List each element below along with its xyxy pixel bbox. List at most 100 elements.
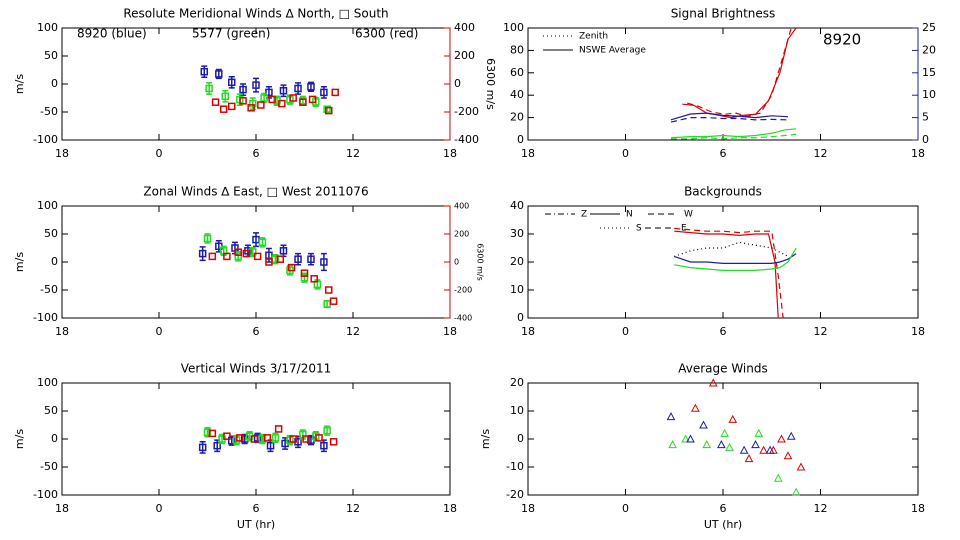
point <box>668 440 677 449</box>
x-tick-label: 0 <box>622 147 629 160</box>
point <box>249 99 257 108</box>
point <box>302 435 310 443</box>
series-line <box>674 253 797 264</box>
y-axis-label: m/s <box>13 252 26 272</box>
point <box>681 434 690 443</box>
y-tick-label: 50 <box>44 49 58 62</box>
point <box>791 487 801 496</box>
annotation: 6300 (red) <box>355 27 418 41</box>
point <box>320 258 328 266</box>
y-tick-label: 100 <box>37 376 58 389</box>
series-line <box>670 117 789 123</box>
x-tick-label: 18 <box>55 325 69 338</box>
point <box>796 462 806 471</box>
x-tick-label: 18 <box>55 147 69 160</box>
x-tick-label: 6 <box>253 502 260 515</box>
point <box>320 441 328 450</box>
panel: Resolute Meridional Winds ∆ North, □ Sou… <box>13 7 497 161</box>
y-tick-label: 0 <box>51 432 58 445</box>
point <box>759 445 768 454</box>
x-tick-label: 0 <box>156 325 163 338</box>
y2-tick-label: 10 <box>922 88 936 101</box>
y-tick-label: -50 <box>40 105 58 118</box>
y-tick-label: 100 <box>503 21 524 34</box>
point <box>203 234 212 243</box>
x-tick-label: 18 <box>443 325 457 338</box>
x-tick-label: 6 <box>720 147 727 160</box>
legend-label: W <box>684 210 693 220</box>
panel-title: Vertical Winds 3/17/2011 <box>181 362 332 376</box>
point <box>234 252 242 261</box>
error-bar <box>320 86 327 99</box>
y-tick-label: 40 <box>510 199 524 212</box>
point <box>228 436 236 445</box>
point <box>325 286 333 294</box>
point <box>320 88 328 97</box>
y2-tick-label: 5 <box>922 111 929 124</box>
point <box>260 94 268 102</box>
x-tick-label: 6 <box>720 325 727 338</box>
y-tick-label: 10 <box>510 283 524 296</box>
error-bar <box>265 247 272 263</box>
series-line <box>674 227 784 319</box>
point <box>323 426 331 435</box>
y2-tick-label: 15 <box>922 66 936 79</box>
point <box>228 102 236 111</box>
x-tick-label: 0 <box>622 325 629 338</box>
point <box>287 263 296 272</box>
x-tick-label: 12 <box>814 325 828 338</box>
point <box>315 434 323 442</box>
y-tick-label: 0 <box>517 432 524 445</box>
point <box>242 249 251 258</box>
point <box>211 98 220 106</box>
point <box>250 435 259 443</box>
y-tick-label: 50 <box>44 227 58 240</box>
series-line <box>670 128 797 139</box>
series-line <box>674 230 779 319</box>
y2-tick-label: 0 <box>454 258 459 267</box>
point <box>265 258 273 266</box>
error-bar <box>206 82 213 95</box>
point <box>717 440 726 449</box>
y-tick-label: 10 <box>510 404 524 417</box>
point <box>289 435 297 443</box>
x-axis-label: UT (hr) <box>704 518 742 531</box>
point <box>699 420 708 429</box>
point <box>257 101 265 109</box>
point <box>271 434 280 442</box>
point <box>754 428 764 437</box>
panel-title: Backgrounds <box>684 185 762 199</box>
y-tick-label: 0 <box>517 133 524 146</box>
legend-label: Z <box>581 210 587 220</box>
y-tick-label: -100 <box>33 133 58 146</box>
point <box>258 435 267 443</box>
x-tick-label: 12 <box>346 147 360 160</box>
point <box>208 429 217 438</box>
series-line <box>670 112 789 121</box>
point <box>307 255 315 263</box>
plot-frame <box>527 205 919 319</box>
y2-tick-label: 200 <box>454 49 475 62</box>
series-line <box>687 27 792 118</box>
point <box>252 81 260 89</box>
y2-tick-label: -400 <box>454 133 479 146</box>
point <box>198 443 207 452</box>
y-tick-label: 20 <box>510 111 524 124</box>
point <box>720 428 729 437</box>
y2-tick-label: 20 <box>922 43 936 56</box>
point <box>221 92 230 101</box>
x-tick-label: 12 <box>814 502 828 515</box>
point <box>331 88 339 97</box>
y2-tick-label: -200 <box>454 105 479 118</box>
error-bar <box>295 252 302 266</box>
y2-axis-label: 6300 m/s <box>476 243 485 281</box>
x-tick-label: 18 <box>911 325 925 338</box>
point <box>258 238 267 247</box>
error-bar <box>201 65 208 79</box>
x-tick-label: 18 <box>911 502 925 515</box>
y2-tick-label: 0 <box>922 133 929 146</box>
x-tick-label: 12 <box>346 502 360 515</box>
